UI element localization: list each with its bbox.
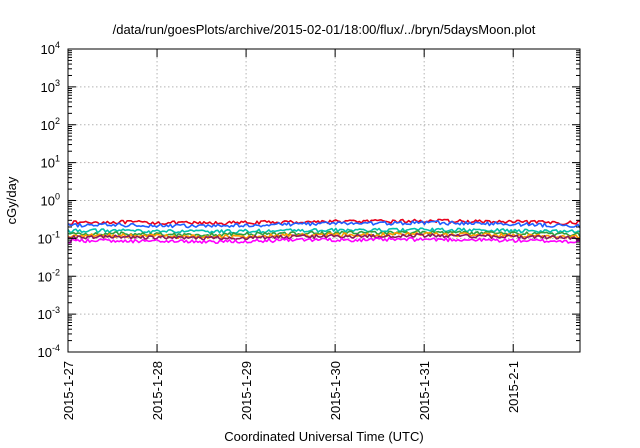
x-axis-label: Coordinated Universal Time (UTC) bbox=[224, 429, 423, 444]
y-tick-label: 104 bbox=[41, 40, 60, 57]
series-line-3 bbox=[67, 227, 581, 234]
x-axis-ticks: 2015-1-27 2015-1-28 2015-1-29 2015-1-30 2015… bbox=[61, 49, 521, 420]
y-tick-label: 100 bbox=[41, 192, 60, 209]
series-line-2 bbox=[67, 220, 581, 229]
chart-title: /data/run/goesPlots/archive/2015-02-01/1… bbox=[113, 22, 536, 37]
y-tick-label: 10-4 bbox=[38, 343, 60, 360]
y-tick-label: 10-2 bbox=[38, 267, 60, 284]
y-tick-label: 102 bbox=[41, 116, 60, 133]
x-tick-label: 2015-1-31 bbox=[417, 361, 432, 420]
y-tick-label: 10-1 bbox=[38, 229, 60, 246]
x-tick-label: 2015-1-29 bbox=[239, 361, 254, 420]
y-tick-label: 103 bbox=[41, 78, 60, 95]
series-line-6 bbox=[67, 233, 581, 241]
x-tick-label: 2015-1-30 bbox=[328, 361, 343, 420]
x-tick-label: 2015-1-27 bbox=[61, 361, 76, 420]
x-tick-label: 2015-1-28 bbox=[150, 361, 165, 420]
y-tick-label: 10-3 bbox=[38, 305, 60, 322]
y-axis-ticks: 10-4 10-3 10-2 10-1 100 101 102 103 104 bbox=[38, 40, 580, 360]
y-axis-label: cGy/day bbox=[4, 176, 19, 224]
series-lines bbox=[67, 218, 581, 244]
x-tick-label: 2015-2-1 bbox=[506, 361, 521, 413]
y-tick-label: 101 bbox=[41, 154, 60, 171]
series-line-7 bbox=[67, 236, 581, 244]
